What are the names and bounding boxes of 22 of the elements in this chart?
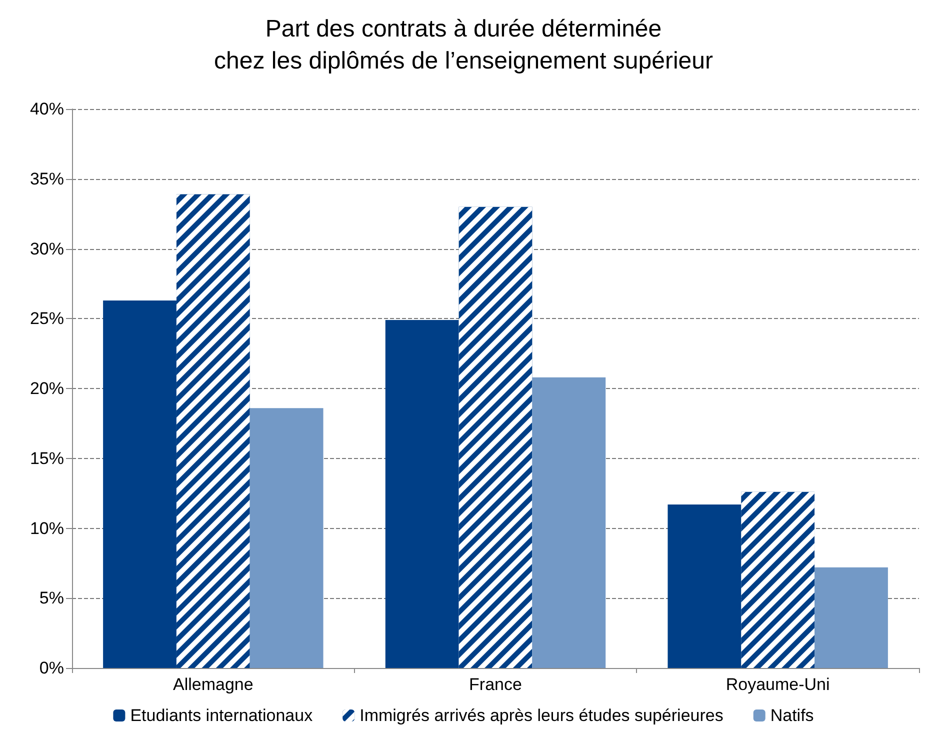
bar bbox=[532, 377, 606, 668]
x-tick-label: Royaume-Uni bbox=[726, 675, 830, 694]
bar bbox=[250, 408, 324, 668]
bar bbox=[814, 567, 888, 668]
legend-label: Etudiants internationaux bbox=[130, 706, 314, 725]
legend-label: Natifs bbox=[770, 706, 814, 725]
y-tick-label: 5% bbox=[39, 588, 64, 608]
x-tick-label: France bbox=[469, 675, 522, 694]
y-tick-label: 25% bbox=[30, 309, 64, 328]
bar bbox=[385, 320, 459, 668]
y-tick-label: 40% bbox=[30, 100, 64, 118]
y-tick-label: 30% bbox=[30, 239, 64, 258]
y-tick-label: 10% bbox=[30, 518, 64, 538]
bar bbox=[668, 504, 742, 668]
y-tick-label: 35% bbox=[30, 169, 64, 188]
y-tick-label: 0% bbox=[39, 658, 64, 678]
bar bbox=[103, 300, 176, 668]
legend-label: Immigrés arrivés après leurs études supérieures bbox=[360, 706, 724, 725]
chart-title: Part des contrats à durée déterminée chez les diplômés de l’enseignement supérieur bbox=[214, 16, 713, 74]
y-tick-label: 15% bbox=[30, 448, 64, 468]
x-tick-label: Allemagne bbox=[173, 675, 254, 694]
y-tick-label: 20% bbox=[30, 379, 64, 398]
